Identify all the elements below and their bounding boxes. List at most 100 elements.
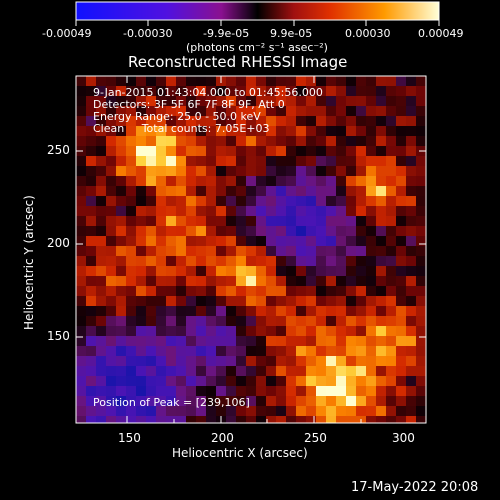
image-pixel	[146, 236, 157, 247]
image-pixel	[116, 166, 127, 177]
image-pixel	[216, 376, 227, 387]
colorbar	[75, 1, 440, 26]
image-pixel	[266, 216, 277, 227]
image-pixel	[396, 296, 407, 307]
image-pixel	[386, 346, 397, 357]
image-pixel	[396, 156, 407, 167]
image-pixel	[276, 76, 287, 87]
image-pixel	[96, 356, 107, 367]
image-pixel	[336, 406, 347, 417]
image-pixel	[196, 236, 207, 247]
image-pixel	[156, 216, 167, 227]
image-pixel	[226, 386, 237, 397]
image-pixel	[306, 286, 317, 297]
image-pixel	[386, 176, 397, 187]
image-pixel	[116, 226, 127, 237]
image-pixel	[76, 136, 87, 147]
image-pixel	[356, 76, 367, 87]
image-pixel	[396, 76, 407, 87]
image-pixel	[86, 316, 97, 327]
image-pixel	[206, 166, 217, 177]
image-pixel	[326, 166, 337, 177]
image-pixel	[76, 256, 87, 267]
image-pixel	[236, 236, 247, 247]
image-pixel	[366, 356, 377, 367]
image-pixel	[196, 226, 207, 237]
image-pixel	[226, 226, 237, 237]
image-pixel	[86, 286, 97, 297]
image-pixel	[96, 406, 107, 417]
image-pixel	[116, 356, 127, 367]
image-pixel	[196, 356, 207, 367]
image-pixel	[386, 166, 397, 177]
image-pixel	[256, 86, 267, 97]
image-pixel	[366, 186, 377, 197]
image-pixel	[166, 256, 177, 267]
image-pixel	[106, 386, 117, 397]
image-pixel	[206, 86, 217, 97]
image-pixel	[266, 416, 277, 423]
image-pixel	[326, 176, 337, 187]
image-pixel	[346, 146, 357, 157]
image-pixel	[196, 186, 207, 197]
image-pixel	[266, 126, 277, 137]
image-pixel	[366, 176, 377, 187]
clean-counts-annotation: Clean Total counts: 7.05E+03	[93, 122, 270, 135]
image-pixel	[96, 416, 107, 423]
image-pixel	[296, 406, 307, 417]
image-pixel	[226, 216, 237, 227]
image-pixel	[76, 386, 87, 397]
image-pixel	[106, 206, 117, 217]
image-pixel	[116, 276, 127, 287]
image-pixel	[206, 126, 217, 137]
image-pixel	[76, 166, 87, 177]
image-pixel	[216, 176, 227, 187]
image-pixel	[286, 206, 297, 217]
image-pixel	[346, 346, 357, 357]
image-pixel	[386, 266, 397, 277]
image-pixel	[146, 356, 157, 367]
image-pixel	[96, 236, 107, 247]
image-pixel	[86, 86, 97, 97]
image-pixel	[346, 366, 357, 377]
image-pixel	[236, 186, 247, 197]
image-pixel	[216, 186, 227, 197]
image-pixel	[366, 76, 377, 87]
image-pixel	[356, 126, 367, 137]
image-pixel	[376, 406, 387, 417]
image-pixel	[346, 356, 357, 367]
image-pixel	[196, 136, 207, 147]
image-pixel	[106, 196, 117, 207]
image-pixel	[246, 296, 257, 307]
image-pixel	[186, 236, 197, 247]
image-pixel	[126, 266, 137, 277]
image-pixel	[296, 186, 307, 197]
colorbar-tick-label: 9.9e-05	[270, 27, 313, 40]
image-pixel	[296, 216, 307, 227]
image-pixel	[196, 306, 207, 317]
image-pixel	[206, 256, 217, 267]
image-pixel	[106, 76, 117, 87]
image-pixel	[326, 276, 337, 287]
image-pixel	[376, 206, 387, 217]
image-pixel	[286, 266, 297, 277]
image-pixel	[306, 396, 317, 407]
image-pixel	[276, 416, 287, 423]
image-pixel	[186, 76, 197, 87]
image-pixel	[236, 86, 247, 97]
image-pixel	[416, 246, 426, 257]
image-pixel	[76, 376, 87, 387]
image-pixel	[96, 206, 107, 217]
image-pixel	[76, 176, 87, 187]
image-pixel	[316, 86, 327, 97]
colorbar-tick-label: -0.00030	[123, 27, 173, 40]
image-pixel	[86, 276, 97, 287]
image-pixel	[226, 166, 237, 177]
image-pixel	[156, 336, 167, 347]
image-pixel	[316, 306, 327, 317]
image-pixel	[176, 296, 187, 307]
image-pixel	[76, 356, 87, 367]
image-pixel	[116, 406, 127, 417]
image-pixel	[256, 316, 267, 327]
image-pixel	[246, 226, 257, 237]
